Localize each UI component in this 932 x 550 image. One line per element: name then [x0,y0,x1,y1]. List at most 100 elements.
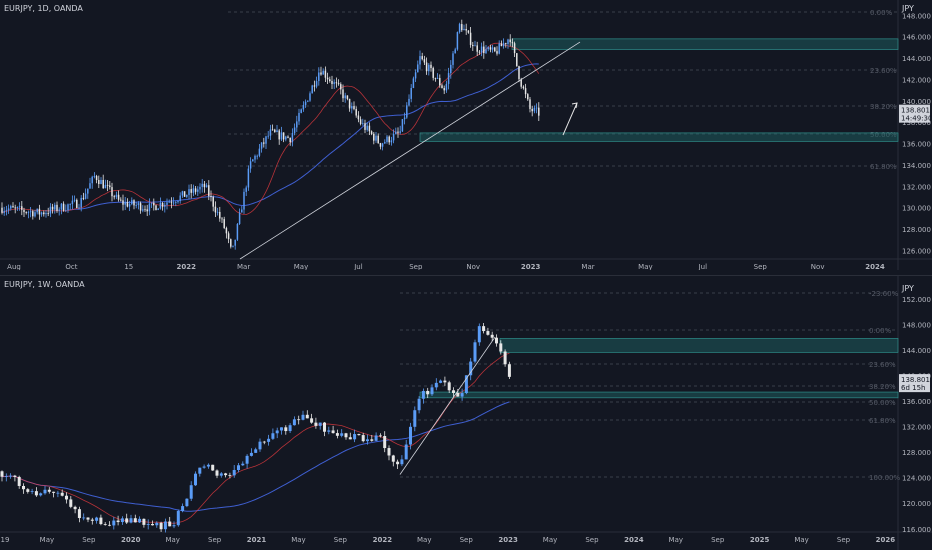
candle-body[interactable] [215,470,219,476]
candle-body[interactable] [386,136,388,142]
candle-body[interactable] [496,51,498,54]
candle-body[interactable] [280,427,283,431]
candle-body[interactable] [38,208,41,215]
candle-body[interactable] [518,66,520,80]
candle-body[interactable] [7,208,10,211]
candle-body[interactable] [29,211,32,213]
candle-body[interactable] [439,77,441,86]
candle-body[interactable] [210,195,212,197]
candle-body[interactable] [198,467,202,474]
candle-body[interactable] [89,183,91,189]
candle-body[interactable] [223,219,225,229]
candle-body[interactable] [291,132,294,143]
candle-body[interactable] [421,56,423,60]
candle-body[interactable] [112,520,116,526]
candle-body[interactable] [47,489,51,492]
candle-body[interactable] [155,205,157,211]
supply-demand-zone[interactable] [419,132,899,142]
candle-body[interactable] [16,207,19,208]
candle-body[interactable] [423,59,426,63]
candle-body[interactable] [487,47,489,50]
candle-body[interactable] [129,518,133,523]
candle-body[interactable] [241,463,245,466]
candle-body[interactable] [190,189,192,193]
candle-body[interactable] [224,473,228,476]
candle-body[interactable] [4,476,8,477]
candle-body[interactable] [456,32,459,50]
candle-body[interactable] [139,203,142,211]
candle-body[interactable] [450,64,452,74]
candle-body[interactable] [392,133,395,141]
candle-body[interactable] [417,398,421,411]
candle-body[interactable] [137,203,140,206]
candle-body[interactable] [337,83,340,85]
candle-body[interactable] [245,187,247,192]
candle-body[interactable] [362,123,364,125]
candle-body[interactable] [331,430,335,434]
supply-demand-zone[interactable] [499,338,899,353]
candle-body[interactable] [284,427,288,432]
candle-body[interactable] [192,188,195,193]
candle-body[interactable] [54,204,56,210]
candle-body[interactable] [116,520,120,523]
candle-body[interactable] [391,455,395,462]
candle-body[interactable] [43,489,47,494]
candle-body[interactable] [439,380,443,383]
candle-body[interactable] [113,196,115,198]
candle-body[interactable] [366,125,368,130]
candle-body[interactable] [516,53,518,67]
candle-body[interactable] [315,81,318,87]
candle-body[interactable] [23,209,25,213]
candle-body[interactable] [241,209,243,213]
candle-body[interactable] [486,331,490,335]
candle-body[interactable] [483,46,485,54]
candle-body[interactable] [478,51,481,53]
candle-body[interactable] [202,466,206,468]
candle-body[interactable] [247,168,250,188]
candle-body[interactable] [146,524,150,525]
candle-body[interactable] [52,491,56,493]
candle-body[interactable] [249,452,253,456]
candle-body[interactable] [30,491,34,492]
candle-body[interactable] [10,206,12,209]
candle-body[interactable] [254,449,258,453]
candle-body[interactable] [357,115,360,120]
candle-body[interactable] [271,129,274,131]
candle-body[interactable] [430,64,432,68]
candle-body[interactable] [469,361,473,376]
candle-body[interactable] [331,81,333,84]
candle-body[interactable] [205,185,208,188]
candle-body[interactable] [71,200,74,205]
candle-body[interactable] [353,106,355,110]
candle-body[interactable] [271,433,275,439]
candle-body[interactable] [232,245,234,247]
candle-body[interactable] [524,88,527,95]
candle-body[interactable] [60,203,63,210]
candle-body[interactable] [34,212,36,217]
candle-body[interactable] [69,204,71,205]
candle-body[interactable] [206,464,210,467]
candle-body[interactable] [511,42,514,44]
candle-body[interactable] [58,209,60,211]
candle-body[interactable] [289,137,291,143]
candle-body[interactable] [348,437,352,440]
candle-body[interactable] [413,410,417,427]
candle-body[interactable] [232,470,236,476]
candle-body[interactable] [406,105,408,118]
candle-body[interactable] [307,100,309,102]
candle-body[interactable] [80,197,82,208]
candle-body[interactable] [329,79,331,82]
candle-body[interactable] [505,43,507,44]
candle-body[interactable] [301,414,305,420]
candle-body[interactable] [333,82,335,84]
candle-body[interactable] [298,112,300,122]
candle-body[interactable] [507,364,511,377]
candle-body[interactable] [39,493,43,496]
weekly-symbol-title[interactable]: EURJPY, 1W, OANDA [4,280,85,289]
candle-body[interactable] [151,524,154,526]
candle-body[interactable] [161,202,164,207]
candle-body[interactable] [77,509,81,519]
candle-body[interactable] [278,130,280,140]
candle-body[interactable] [400,459,404,465]
candle-body[interactable] [274,129,276,133]
